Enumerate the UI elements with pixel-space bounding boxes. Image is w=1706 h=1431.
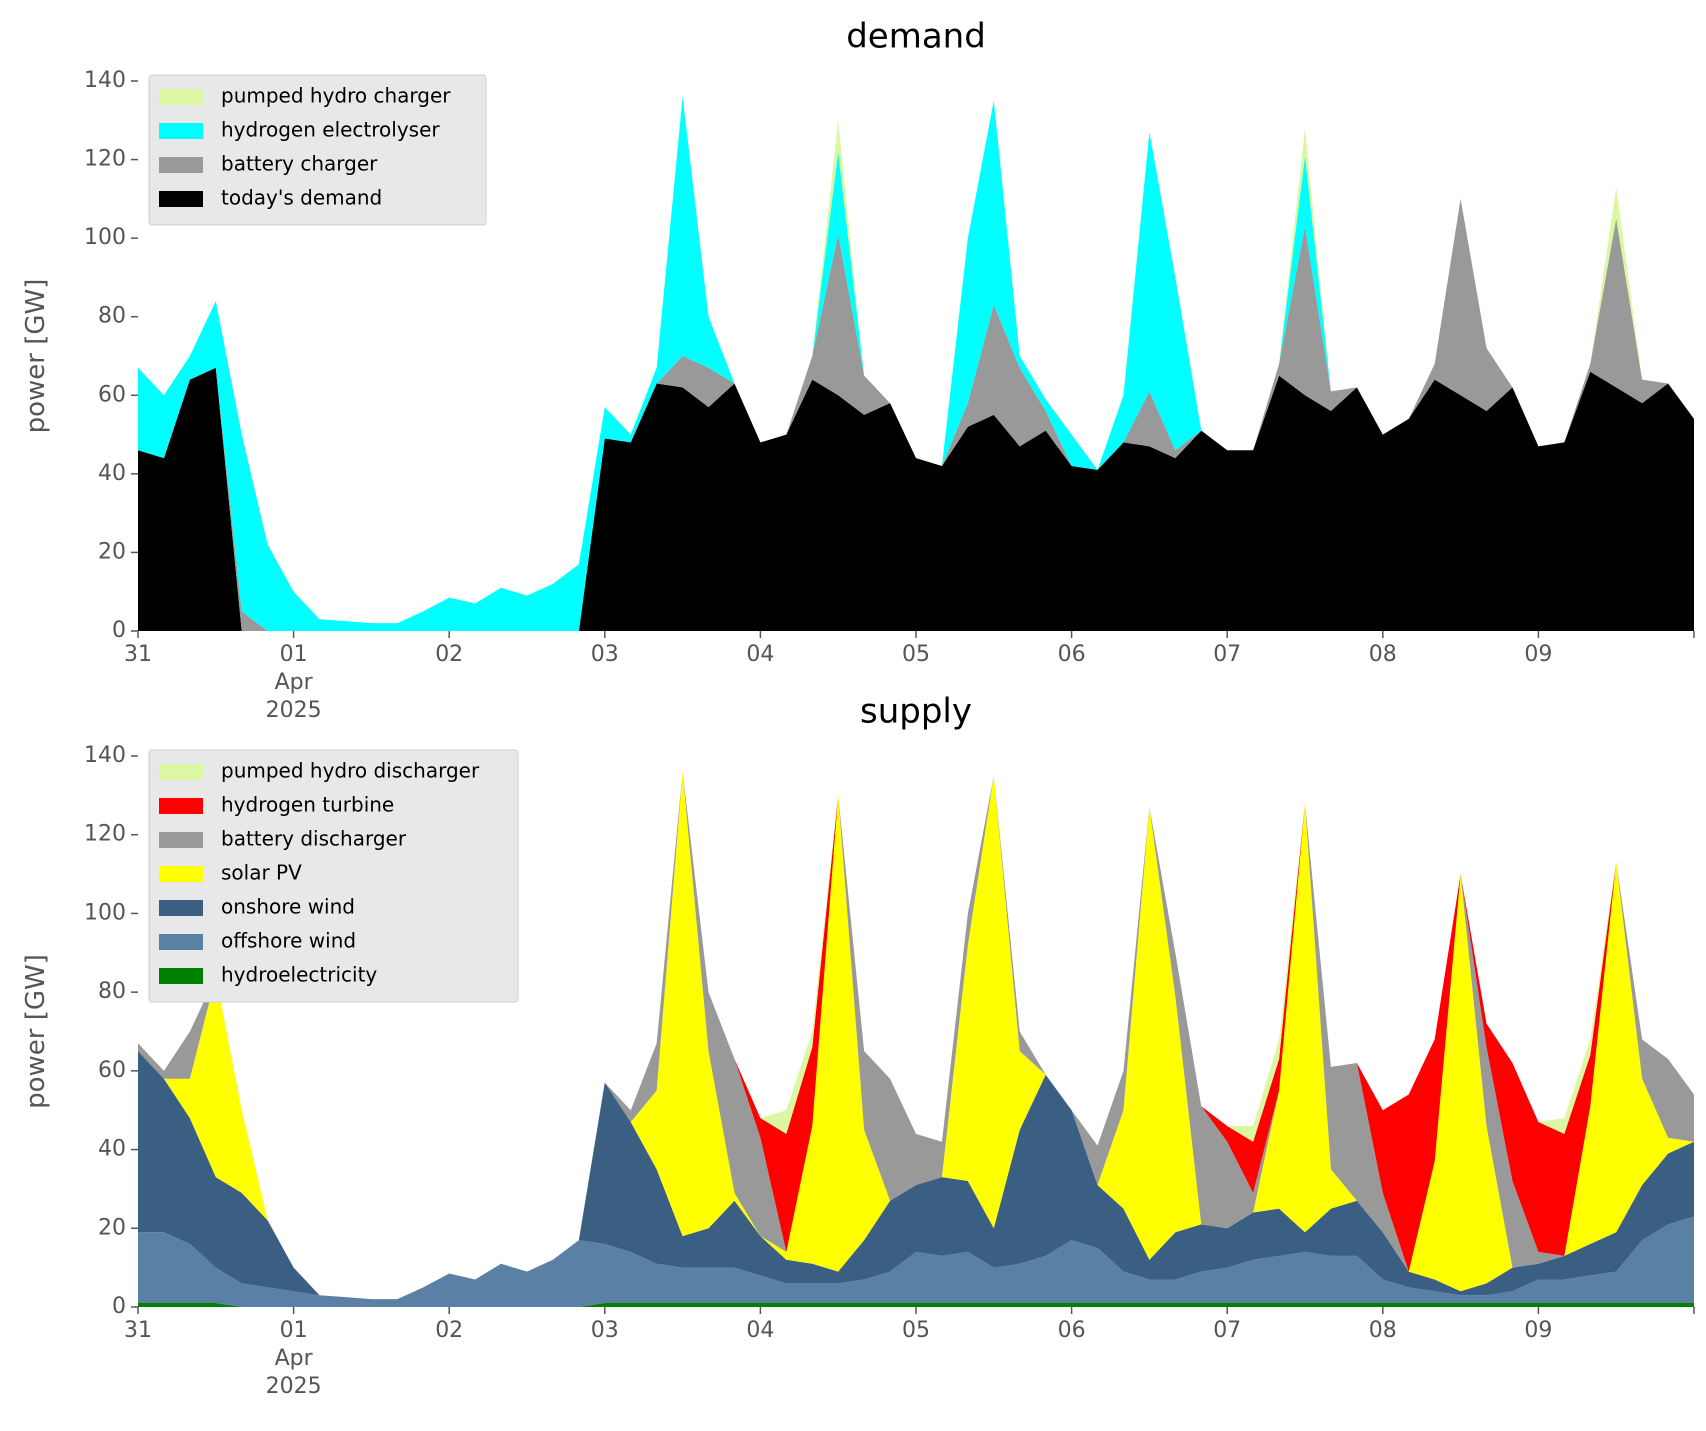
legend-swatch [159, 832, 203, 848]
y-tick-label: 140 [84, 68, 126, 93]
area [138, 1051, 1694, 1300]
legend-label: offshore wind [221, 929, 356, 953]
x-tick-label: 06 [1058, 1318, 1086, 1343]
legend-swatch [159, 764, 203, 780]
y-tick-label: 140 [84, 743, 126, 768]
legend-swatch [159, 934, 203, 950]
x-tick-label: 01 Apr 2025 [266, 642, 322, 723]
legend-swatch [159, 157, 203, 173]
x-tick-label: 03 [591, 1318, 619, 1343]
y-tick-label: 60 [98, 1058, 126, 1083]
legend-label: hydroelectricity [221, 963, 377, 987]
legend: pumped hydro discharger hydrogen turbine b… [148, 749, 519, 1003]
legend-swatch [159, 123, 203, 139]
x-tick-label: 07 [1213, 642, 1241, 667]
legend-label: battery charger [221, 152, 378, 176]
legend-label: hydrogen turbine [221, 793, 394, 817]
y-tick-label: 20 [98, 1215, 126, 1240]
legend-swatch [159, 866, 203, 882]
x-tick-label: 01 Apr 2025 [266, 1318, 322, 1399]
area [138, 771, 1694, 1300]
y-tick-label: 80 [98, 304, 126, 329]
y-tick-label: 100 [84, 900, 126, 925]
chart-title: demand [846, 17, 986, 57]
y-tick-label: 0 [112, 618, 126, 643]
y-tick-label: 40 [98, 1137, 126, 1162]
x-tick-label: 05 [902, 642, 930, 667]
area [138, 1303, 1694, 1307]
area [138, 1216, 1694, 1307]
legend-swatch [159, 900, 203, 916]
legend-label: today's demand [221, 186, 382, 210]
x-tick-label: 04 [746, 1318, 774, 1343]
x-tick-label: 07 [1213, 1318, 1241, 1343]
legend-label: onshore wind [221, 895, 355, 919]
legend-label: pumped hydro discharger [221, 759, 480, 783]
y-tick-label: 120 [84, 822, 126, 847]
area [138, 771, 1694, 1300]
legend-label: battery discharger [221, 827, 407, 851]
y-tick-label: 80 [98, 979, 126, 1004]
x-tick-label: 03 [591, 642, 619, 667]
x-tick-label: 08 [1369, 1318, 1397, 1343]
legend-label: hydrogen electrolyser [221, 118, 440, 142]
x-tick-label: 06 [1058, 642, 1086, 667]
legend-box [148, 749, 519, 1003]
legend-label: pumped hydro charger [221, 84, 451, 108]
legend-label: solar PV [221, 861, 302, 885]
y-axis-label: power [GW] [21, 279, 51, 434]
y-tick-label: 120 [84, 147, 126, 172]
y-tick-label: 20 [98, 539, 126, 564]
x-tick-label: 02 [435, 642, 463, 667]
y-tick-label: 100 [84, 225, 126, 250]
area [138, 367, 1694, 631]
chart-title: supply [860, 692, 972, 732]
x-tick-label: 05 [902, 1318, 930, 1343]
x-tick-label: 31 [124, 642, 152, 667]
y-tick-label: 40 [98, 461, 126, 486]
x-tick-label: 04 [746, 642, 774, 667]
y-tick-label: 60 [98, 382, 126, 407]
y-tick-label: 0 [112, 1294, 126, 1319]
x-tick-label: 02 [435, 1318, 463, 1343]
x-tick-label: 09 [1524, 642, 1552, 667]
area [138, 198, 1694, 632]
legend-swatch [159, 191, 203, 207]
legend-swatch [159, 968, 203, 984]
legend: pumped hydro charger hydrogen electrolyse… [148, 74, 487, 226]
legend-swatch [159, 798, 203, 814]
y-axis-label: power [GW] [21, 954, 51, 1109]
legend-box [148, 74, 487, 226]
x-tick-label: 31 [124, 1318, 152, 1343]
legend-swatch [159, 89, 203, 105]
x-tick-label: 09 [1524, 1318, 1552, 1343]
x-tick-label: 08 [1369, 642, 1397, 667]
